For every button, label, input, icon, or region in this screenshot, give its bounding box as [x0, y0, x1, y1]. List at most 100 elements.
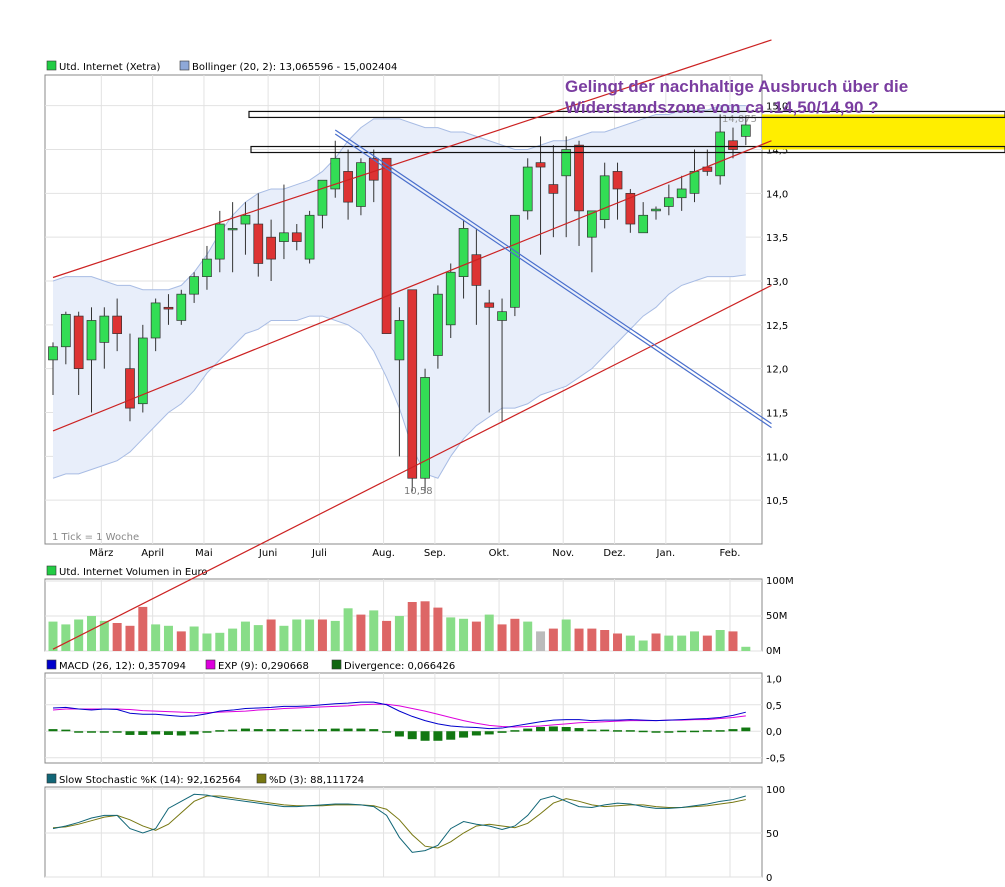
candle-body	[137, 337, 148, 405]
divergence-bar	[484, 731, 494, 735]
macd-divergence-bars	[48, 726, 751, 741]
month-label: Feb.	[720, 548, 741, 559]
divergence-bar	[151, 731, 161, 735]
divergence-bar	[536, 727, 546, 732]
volume-bar	[305, 619, 315, 651]
volume-bar	[99, 620, 109, 651]
candle-body	[651, 208, 661, 212]
candle-body	[676, 188, 687, 199]
legend-swatch-k	[46, 773, 57, 784]
volume-bar	[420, 601, 430, 651]
divergence-bar	[459, 731, 469, 738]
volume-bar	[112, 623, 122, 651]
month-label: Okt.	[489, 548, 510, 559]
volume-bar	[715, 630, 725, 651]
volume-bar	[253, 625, 263, 651]
divergence-bar	[702, 730, 712, 732]
volume-bar	[138, 606, 148, 651]
price-tick-label: 15,0	[766, 102, 788, 113]
month-label: Juli	[311, 548, 327, 559]
candle-body	[227, 228, 238, 231]
volume-bar	[176, 631, 186, 651]
annotation-line-2: Widerstandszone von ca .14,50/14,90 ?	[565, 98, 879, 117]
price-tick-label: 13,5	[766, 233, 788, 244]
volume-bar	[292, 619, 302, 651]
month-label: Dez.	[603, 548, 625, 559]
candle-body	[625, 192, 636, 225]
candle-body	[189, 276, 199, 295]
volume-bar	[317, 619, 327, 651]
candle-body	[125, 368, 135, 409]
volume-bar	[510, 618, 520, 651]
divergence-bar	[189, 731, 199, 735]
macd-y-axis: 1,0 0,5 0,0 -0,5	[766, 674, 786, 764]
candle-body	[587, 210, 597, 238]
month-axis: März April Mai Juni Juli Aug. Sep. Okt. Nov. Dez.…	[89, 548, 740, 559]
macd-panel-frame	[44, 672, 763, 764]
divergence-bar	[446, 731, 456, 740]
volume-bar	[279, 625, 289, 651]
divergence-bar	[228, 729, 238, 732]
divergence-bar	[86, 731, 96, 733]
divergence-bar	[394, 731, 404, 737]
red-channel-upper	[52, 39, 772, 279]
divergence-bar	[330, 728, 340, 732]
divergence-bar	[664, 731, 674, 733]
volume-bar	[266, 619, 276, 651]
volume-bar	[741, 646, 751, 651]
legend-swatch-macd	[46, 659, 57, 670]
macd-tick-label: 1,0	[766, 674, 782, 685]
macd-exp-line	[52, 703, 746, 728]
stochastic-d-line	[52, 795, 746, 849]
candle-body	[356, 162, 366, 207]
divergence-bar	[638, 730, 648, 733]
candle-body	[394, 320, 405, 361]
volume-bar	[536, 631, 546, 651]
legend-bollinger: Bollinger (20, 2): 13,065596 - 15,002404	[192, 62, 397, 73]
candle-body	[458, 228, 469, 277]
volume-bar	[48, 621, 58, 651]
candle-body	[150, 302, 161, 339]
volume-bar	[677, 635, 687, 651]
volume-bar	[561, 619, 571, 651]
candle-body	[202, 258, 212, 277]
volume-bar	[240, 621, 250, 651]
divergence-bar	[728, 729, 738, 732]
candle-body	[317, 179, 328, 216]
legend-swatch-price	[46, 60, 57, 71]
volume-bar	[484, 614, 494, 651]
volume-bar	[369, 610, 379, 651]
candle-body	[433, 293, 443, 356]
candle-body	[266, 236, 276, 260]
stochastic-y-axis: 100 50 0	[766, 785, 785, 884]
low-label: 10,58	[404, 486, 433, 497]
candle-body	[740, 124, 751, 137]
macd-line	[52, 701, 746, 730]
vol-tick-100: 100M	[766, 576, 794, 587]
candle-body	[522, 166, 533, 212]
stochastic-panel-frame	[44, 786, 763, 878]
divergence-bar	[420, 731, 430, 741]
price-tick-label: 13,0	[766, 277, 788, 288]
stochastic-tick-label: 100	[766, 785, 785, 796]
bollinger-upper-line	[52, 105, 746, 291]
candle-body	[689, 171, 700, 194]
candle-body	[48, 346, 58, 361]
volume-bar	[651, 633, 661, 651]
stochastic-panel: 100 50 0 Slow Stochastic %K (14): 92,16256…	[44, 773, 785, 884]
volume-bar	[163, 625, 173, 651]
macd-tick-label: 0,5	[766, 701, 782, 712]
divergence-bar	[510, 730, 520, 732]
volume-bar	[523, 621, 533, 651]
divergence-bar	[48, 729, 58, 732]
month-label: April	[141, 548, 164, 559]
candle-body	[548, 184, 559, 194]
candle-body	[561, 149, 572, 177]
divergence-bar	[74, 731, 84, 733]
divergence-bar	[382, 731, 392, 733]
divergence-bar	[741, 727, 751, 732]
red-channel-mid	[52, 140, 772, 432]
divergence-bar	[587, 729, 597, 732]
divergence-bar	[61, 729, 71, 732]
legend-exp: EXP (9): 0,290668	[218, 661, 309, 672]
